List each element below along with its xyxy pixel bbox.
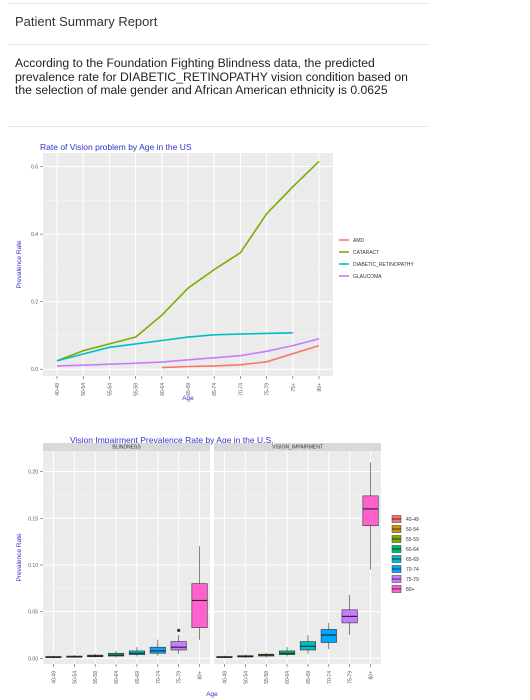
prediction-summary: According to the Foundation Fighting Bli… — [15, 56, 408, 97]
facet-panel — [214, 451, 381, 664]
legend-item: 60-64 — [391, 545, 419, 553]
legend-label: AMD — [353, 238, 365, 244]
x-tick-label: 75-79 — [265, 383, 271, 396]
x-axis-label: Age — [206, 691, 218, 698]
facet-label: VISION_IMPAIRMENT — [272, 445, 323, 451]
x-tick-label: 75-79 — [177, 671, 183, 684]
series-line-glaucoma — [56, 338, 320, 367]
box-80+ — [191, 583, 208, 628]
series-line-amd — [161, 344, 320, 369]
y-tick-label: 0.10 — [28, 563, 38, 569]
x-tick-label: 40-49 — [55, 383, 61, 396]
vision-problem-line-chart: Rate of Vision problem by Age in the US 0… — [16, 142, 414, 402]
legend-item: 65-69 — [391, 555, 419, 563]
y-tick-label: 0.2 — [31, 300, 38, 306]
x-tick-label: 60-64 — [285, 671, 291, 684]
series-line-cataract — [56, 160, 320, 362]
y-axis-label: Prevalence Rate — [16, 533, 23, 581]
x-tick-label: 80+ — [369, 671, 375, 680]
box-75-79 — [170, 641, 187, 651]
chart-title: Vision Impairment Prevalence Rate by Age… — [70, 435, 273, 445]
x-tick-label: 60-64 — [114, 671, 120, 684]
box-70-74 — [320, 629, 337, 643]
legend-label: 55-59 — [406, 537, 419, 543]
box-80+ — [362, 495, 379, 527]
y-tick-label: 0.0 — [31, 367, 38, 373]
legend-item: 55-59 — [391, 535, 419, 543]
y-tick-label: 0.4 — [31, 232, 38, 238]
legend-item: 80+ — [391, 585, 415, 593]
facet-label: BLINDNESS — [112, 445, 141, 451]
x-tick-label: 65-69 — [186, 383, 192, 396]
y-tick-label: 0.20 — [28, 470, 38, 476]
legend-label: 70-74 — [406, 567, 419, 573]
summary-divider — [8, 126, 428, 127]
legend-label: 80+ — [406, 587, 415, 593]
legend-item: 75-79 — [391, 575, 419, 583]
top-divider — [8, 3, 428, 4]
x-axis-label: Age — [182, 395, 194, 402]
page-title: Patient Summary Report — [15, 14, 158, 29]
legend-label: GLAUCOMA — [353, 274, 382, 280]
legend-label: 40-49 — [406, 517, 419, 523]
x-tick-label: 40-49 — [51, 671, 57, 684]
y-axis-label: Prevalence Rate — [16, 240, 23, 288]
x-tick-label: 50-54 — [81, 383, 87, 396]
legend-label: 75-79 — [406, 577, 419, 583]
x-tick-label: 80+ — [198, 671, 204, 680]
legend-label: 50-54 — [406, 527, 419, 533]
x-tick-label: 70-74 — [156, 671, 162, 684]
box-outlier — [177, 628, 181, 632]
facet-panel — [43, 451, 210, 664]
x-tick-label: 40-49 — [222, 671, 228, 684]
x-tick-label: 55-59 — [264, 671, 270, 684]
legend-item: 40-49 — [391, 515, 419, 523]
series-line-diabetic-retinopathy — [56, 332, 293, 362]
x-tick-label: 60-64 — [160, 383, 166, 396]
y-tick-label: 0.6 — [31, 165, 38, 171]
x-tick-label: 80+ — [317, 383, 323, 392]
x-tick-label: 55-59 — [93, 671, 99, 684]
chart-title: Rate of Vision problem by Age in the US — [40, 142, 192, 152]
x-tick-label: 50-54 — [72, 671, 78, 684]
legend-item: 70-74 — [391, 565, 419, 573]
x-tick-label: 65-69 — [135, 671, 141, 684]
x-tick-label: 65-74 — [212, 383, 218, 396]
legend-label: 65-69 — [406, 557, 419, 563]
x-tick-label: 55-64 — [107, 383, 113, 396]
x-tick-label: 55-59 — [134, 383, 140, 396]
x-tick-label: 50-54 — [243, 671, 249, 684]
legend-label: DIABETIC_RETINOPATHY — [353, 262, 414, 268]
y-tick-label: 0.05 — [28, 610, 38, 616]
x-tick-label: 65-69 — [306, 671, 312, 684]
x-tick-label: 70-74 — [238, 383, 244, 396]
box-70-74 — [149, 646, 166, 654]
x-tick-label: 75-79 — [348, 671, 354, 684]
title-divider — [8, 44, 428, 45]
legend-label: CATARACT — [353, 250, 379, 256]
facet-strip — [214, 443, 381, 451]
vision-impairment-box-chart: Vision Impairment Prevalence Rate by Age… — [16, 435, 419, 698]
y-tick-label: 0.15 — [28, 516, 38, 522]
x-tick-label: 70-74 — [327, 671, 333, 684]
facet-strip — [43, 443, 210, 451]
legend-label: 60-64 — [406, 547, 419, 553]
x-tick-label: 75+ — [291, 383, 297, 392]
legend-item: 50-54 — [391, 525, 419, 533]
y-tick-label: 0.00 — [28, 656, 38, 662]
